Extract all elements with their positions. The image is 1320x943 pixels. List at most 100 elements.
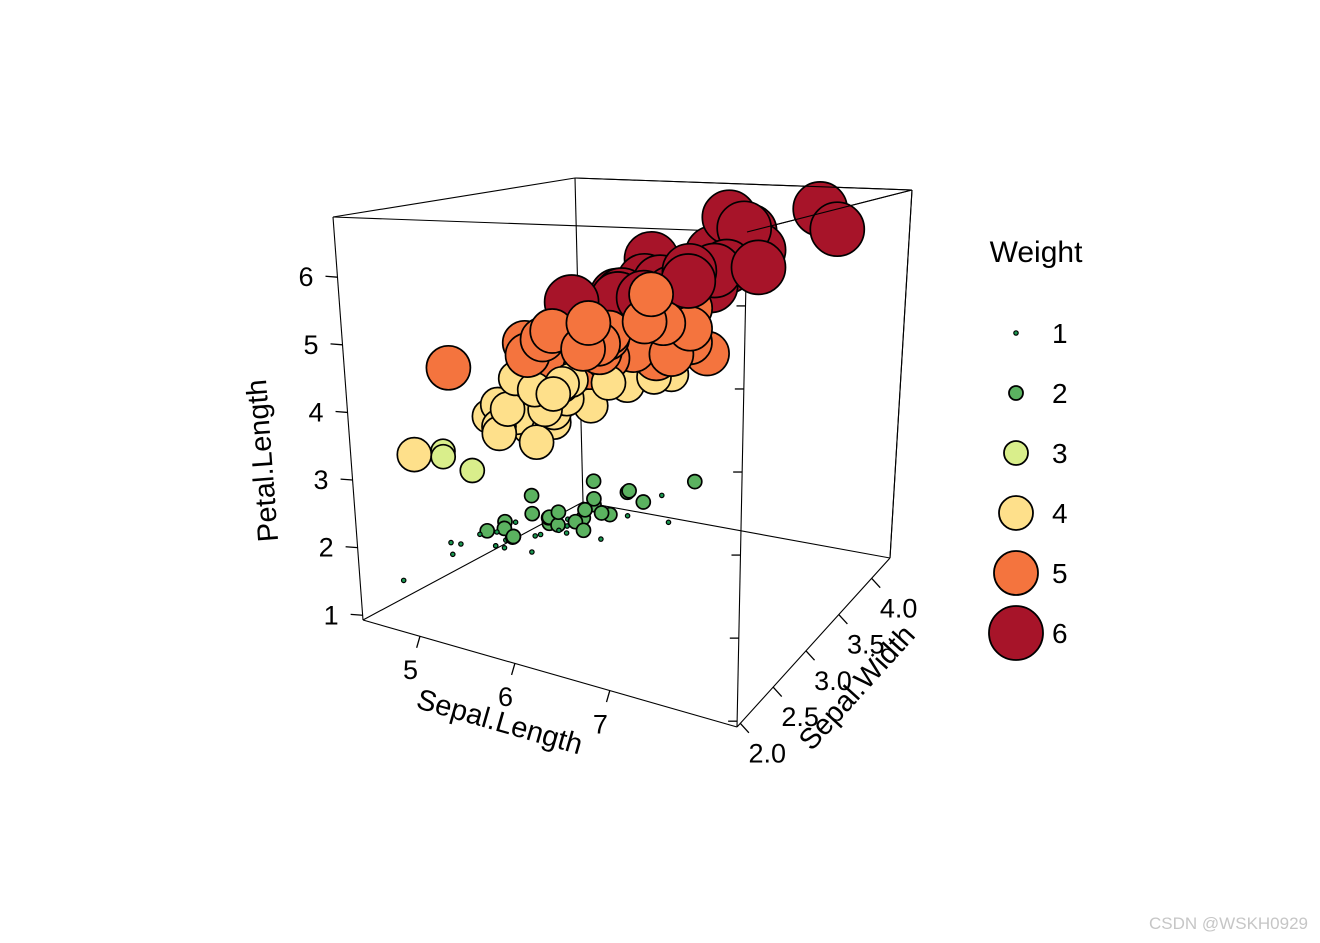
- data-point: [396, 436, 433, 473]
- y-tick: [739, 722, 750, 734]
- legend-swatch: [998, 495, 1034, 531]
- box-edge: [736, 557, 891, 728]
- y-tick-label: 2.5: [781, 702, 819, 732]
- data-point: [523, 487, 540, 504]
- data-point: [400, 577, 407, 584]
- y-tick-label: 3.0: [814, 666, 852, 696]
- data-point: [665, 519, 672, 526]
- z-tick: [350, 613, 363, 616]
- box-edge: [332, 216, 748, 233]
- data-point: [598, 536, 604, 542]
- box-edge: [332, 177, 576, 218]
- data-point: [565, 300, 612, 346]
- data-point: [505, 528, 522, 545]
- box-edge: [582, 501, 891, 559]
- data-point: [635, 494, 652, 510]
- data-point: [809, 201, 866, 258]
- y-tick: [871, 577, 881, 589]
- data-point: [621, 482, 637, 499]
- y-tick: [805, 650, 816, 661]
- z-tick-label: 3: [314, 465, 329, 495]
- data-point: [529, 549, 535, 555]
- box-edge: [362, 619, 738, 728]
- data-point: [458, 541, 464, 547]
- y-tick-label: 4.0: [880, 593, 918, 623]
- legend-label: 2: [1052, 378, 1068, 409]
- data-point: [532, 533, 539, 539]
- z-axis-title: Petal.Length: [241, 378, 285, 543]
- z-tick-label: 1: [324, 600, 339, 630]
- z-tick: [340, 478, 353, 481]
- data-point: [585, 473, 602, 490]
- data-point: [628, 271, 674, 318]
- data-point: [425, 344, 472, 391]
- data-point: [686, 473, 703, 490]
- z-tick: [325, 275, 338, 278]
- data-point: [448, 539, 454, 546]
- data-points-layer: [396, 181, 866, 584]
- legend-swatch: [988, 605, 1044, 661]
- data-point: [586, 490, 602, 507]
- legend-swatch: [1008, 385, 1024, 401]
- data-point: [550, 504, 567, 521]
- box-edge-front: [746, 189, 913, 233]
- legend-label: 6: [1052, 618, 1068, 649]
- data-point: [575, 522, 592, 539]
- legend-label: 3: [1052, 438, 1068, 469]
- box-edge-front: [574, 177, 913, 191]
- z-tick-label: 5: [303, 330, 318, 360]
- data-point: [535, 376, 572, 412]
- data-point: [512, 519, 519, 526]
- data-point: [492, 542, 499, 549]
- watermark: CSDN @WSKH0929: [1149, 914, 1308, 933]
- data-point: [494, 529, 500, 535]
- box-edge: [332, 216, 364, 621]
- z-tick: [335, 410, 348, 414]
- x-tick: [510, 663, 516, 676]
- z-tick-label: 2: [319, 533, 334, 563]
- data-point: [537, 531, 544, 538]
- data-point: [624, 512, 631, 519]
- y-tick-label: 2.0: [749, 738, 787, 768]
- data-point: [524, 505, 541, 522]
- legend-label: 4: [1052, 498, 1068, 529]
- data-point: [479, 522, 496, 539]
- data-point: [459, 457, 486, 484]
- x-tick-label: 5: [403, 655, 418, 685]
- y-tick-label: 3.5: [847, 630, 885, 660]
- data-point: [430, 443, 457, 470]
- y-tick: [838, 614, 848, 625]
- box-edge-front: [889, 189, 913, 559]
- data-point: [449, 551, 456, 558]
- axis-ticks-layer: 5 6 7 2.0 2.5 3.0 3.5 4.0 1 2 3 4 5 6: [298, 262, 917, 768]
- x-tick: [416, 636, 421, 648]
- z-tick: [345, 546, 358, 549]
- x-tick-label: 7: [593, 709, 608, 739]
- z-tick-label: 4: [309, 397, 324, 427]
- legend-swatch: [1013, 330, 1019, 336]
- data-point: [518, 424, 555, 461]
- legend-swatch: [1003, 440, 1029, 466]
- cube-box-front-edges: [574, 177, 913, 559]
- legend-label: 5: [1052, 558, 1068, 589]
- box-edge: [736, 231, 748, 728]
- legend-label: 1: [1052, 318, 1068, 349]
- y-tick: [772, 686, 783, 697]
- data-point: [730, 239, 787, 296]
- data-point: [477, 531, 483, 538]
- x-tick: [605, 690, 611, 703]
- data-point: [501, 544, 508, 551]
- legend-title: Weight: [990, 236, 1083, 269]
- data-point: [563, 530, 570, 536]
- legend-swatch: [993, 550, 1039, 596]
- data-point: [556, 527, 562, 534]
- data-point: [658, 492, 665, 499]
- data-point: [577, 501, 593, 518]
- x-tick-label: 6: [498, 682, 513, 712]
- legend-items: 1 2 3 4 5 6: [988, 318, 1068, 661]
- z-tick-label: 6: [298, 262, 313, 292]
- data-point: [593, 505, 610, 521]
- z-tick: [330, 343, 343, 346]
